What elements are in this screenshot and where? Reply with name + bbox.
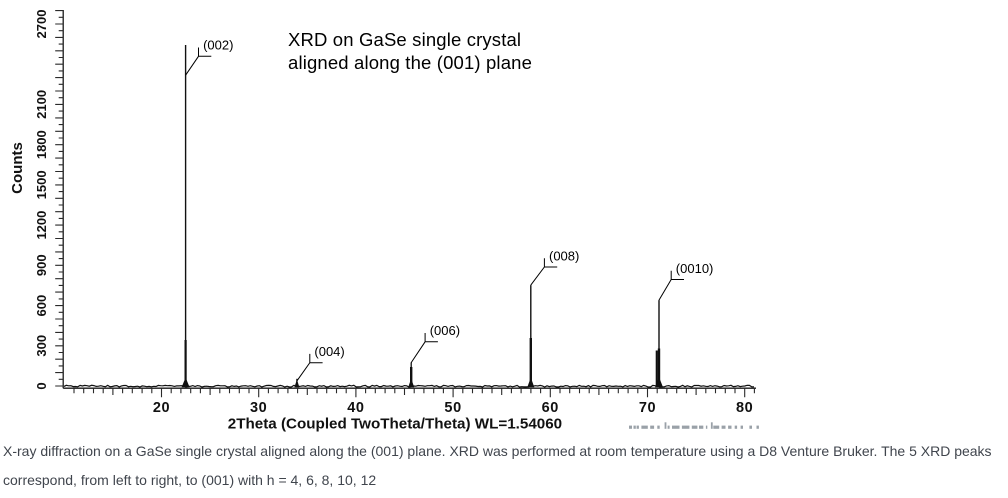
svg-text:1800: 1800 [34,130,49,159]
svg-text:1500: 1500 [34,170,49,199]
svg-text:40: 40 [347,400,364,416]
svg-text:Counts: Counts [9,142,26,194]
svg-text:0: 0 [34,382,49,389]
svg-text:XRD on GaSe single crystal: XRD on GaSe single crystal [288,29,521,50]
svg-text:600: 600 [34,295,49,317]
svg-text:2700: 2700 [34,10,49,39]
svg-text:aligned along the (001) plane: aligned along the (001) plane [288,52,532,73]
svg-text:30: 30 [250,400,267,416]
svg-text:80: 80 [736,400,753,416]
svg-text:(004): (004) [314,344,344,359]
svg-text:300: 300 [34,335,49,357]
svg-text:60: 60 [542,400,559,416]
svg-text:1200: 1200 [34,211,49,240]
svg-text:(0010): (0010) [676,261,714,276]
svg-text:(008): (008) [549,248,579,263]
svg-text:2100: 2100 [34,90,49,119]
svg-text:50: 50 [444,400,461,416]
svg-text:70: 70 [639,400,656,416]
svg-text:2Theta (Coupled TwoTheta/Theta: 2Theta (Coupled TwoTheta/Theta) WL=1.540… [228,415,562,432]
svg-text:(002): (002) [203,38,233,53]
svg-text:20: 20 [153,400,170,416]
svg-text:900: 900 [34,254,49,276]
svg-text:(006): (006) [430,323,460,338]
